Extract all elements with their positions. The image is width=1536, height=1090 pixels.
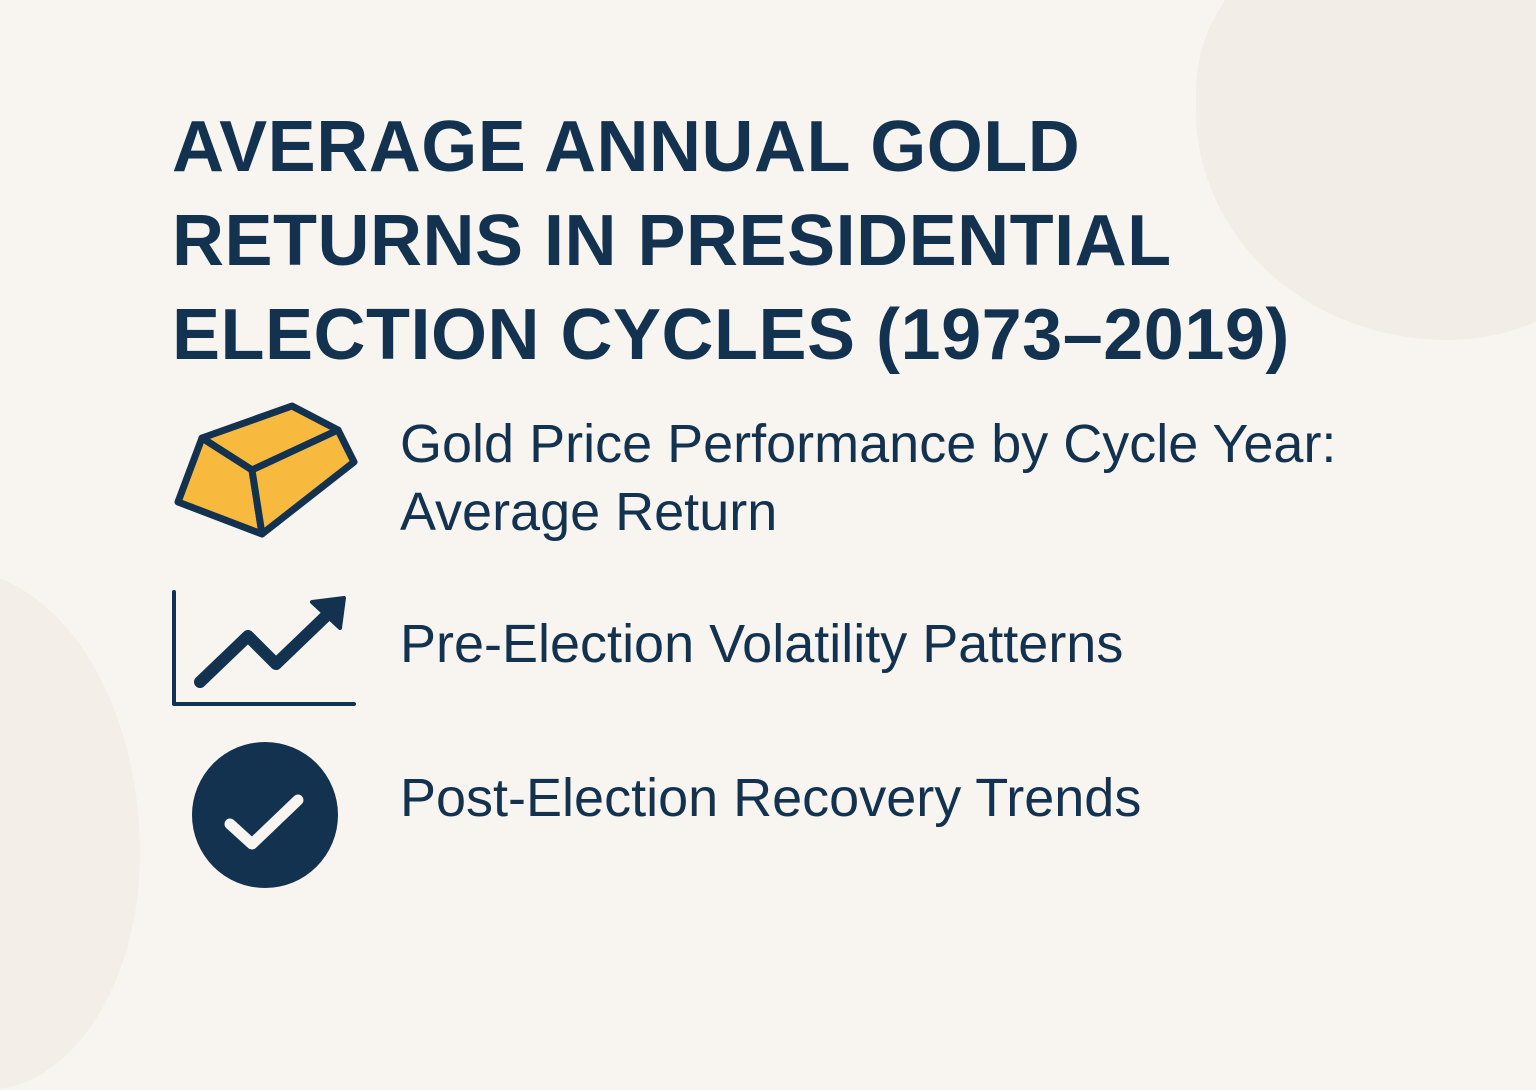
item-label: Pre-Election Volatility Patterns [400, 614, 1124, 674]
item-label: Gold Price Performance by Cycle Year: Av… [400, 414, 1337, 542]
page-title: AVERAGE ANNUAL GOLD RETURNS IN PRESIDENT… [172, 100, 1422, 382]
title-line: RETURNS IN PRESIDENTIAL [172, 201, 1172, 281]
background-shape [0, 570, 140, 1090]
title-line: ELECTION CYCLES (1973–2019) [172, 295, 1290, 375]
trend-chart-icon [170, 588, 360, 715]
gold-bar-icon [170, 400, 360, 545]
item-label: Post-Election Recovery Trends [400, 768, 1142, 828]
check-circle-icon [190, 740, 340, 895]
title-line: AVERAGE ANNUAL GOLD [172, 107, 1081, 187]
